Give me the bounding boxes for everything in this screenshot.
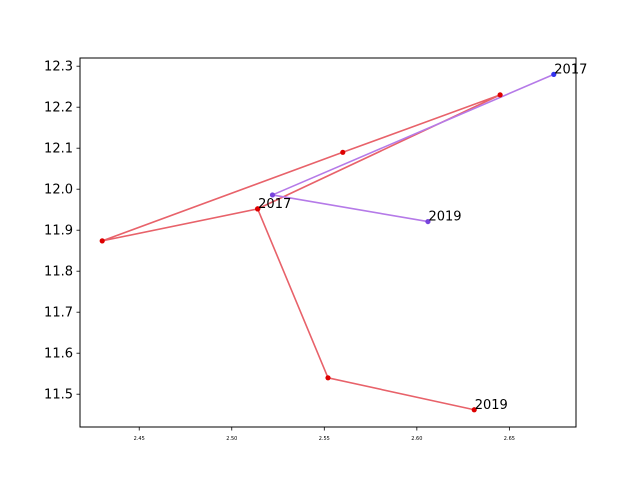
x-tick-label-4: 2.65 bbox=[504, 436, 515, 442]
series-0-point-1 bbox=[99, 238, 105, 244]
annotation-label-3: 2019 bbox=[475, 398, 508, 413]
x-tick-label-3: 2.60 bbox=[411, 436, 422, 442]
y-tick-label-8: 12.3 bbox=[44, 60, 73, 75]
series-1-point-0 bbox=[551, 71, 557, 77]
series-0-point-3 bbox=[497, 92, 503, 98]
axes-frame bbox=[79, 57, 577, 428]
y-tick-label-7: 12.2 bbox=[44, 101, 73, 116]
axes: 11.5 11.6 11.7 11.8 11.9 12.0 12.1 12.2 12.3 2.45… bbox=[44, 60, 515, 442]
plot-area: 2017 2019 2017 2019 bbox=[99, 62, 587, 413]
series-0-point-2 bbox=[340, 149, 346, 155]
y-tick-label-5: 12.0 bbox=[44, 183, 73, 198]
x-tick-label-0: 2.45 bbox=[134, 436, 145, 442]
y-tick-label-6: 12.1 bbox=[44, 142, 73, 157]
annotation-label-2: 2017 bbox=[258, 197, 291, 212]
y-tick-label-2: 11.7 bbox=[44, 306, 73, 321]
annotation-label-1: 2019 bbox=[428, 210, 461, 225]
y-tick-label-4: 11.9 bbox=[44, 224, 73, 239]
annotation-label-0: 2017 bbox=[554, 62, 587, 77]
y-tick-label-1: 11.6 bbox=[44, 347, 73, 362]
series-0-point-6 bbox=[471, 407, 477, 413]
x-tick-label-2: 2.55 bbox=[319, 436, 330, 442]
series-1-point-2 bbox=[425, 218, 431, 225]
x-tick-label-1: 2.50 bbox=[226, 436, 237, 442]
series-0-point-5 bbox=[325, 375, 331, 381]
series-0-point-4 bbox=[255, 206, 261, 212]
series-1-point-1 bbox=[269, 192, 276, 198]
y-tick-label-0: 11.5 bbox=[44, 388, 73, 403]
y-tick-label-3: 11.8 bbox=[44, 265, 73, 280]
